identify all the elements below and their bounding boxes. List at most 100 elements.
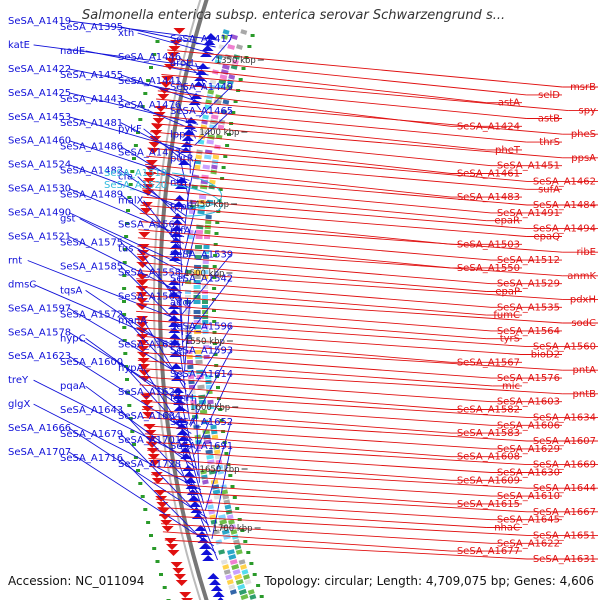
plus-gene-label-connector (167, 49, 563, 88)
minus-gene-label-connector (33, 283, 184, 350)
feature-band-segment (220, 524, 229, 530)
feature-band-segment (190, 404, 198, 410)
plus-gene-label-connector (151, 123, 563, 159)
green-marker (213, 243, 218, 246)
minus-strand-gene (210, 585, 223, 591)
minus-gene-label-connector (204, 421, 232, 511)
green-marker (155, 560, 160, 563)
plus-gene-label: nhaC (494, 523, 520, 534)
minus-gene-label: SeSA_A1565 (118, 291, 181, 302)
green-marker (218, 408, 223, 411)
feature-band-segment (203, 439, 212, 445)
green-marker (233, 100, 238, 103)
green-marker (232, 496, 237, 499)
green-marker (212, 342, 217, 345)
feature-band-segment (234, 544, 242, 550)
minus-gene-label: SeSA_A1422 (8, 64, 71, 75)
minus-gene-label: SeSA_A1652 (170, 417, 233, 428)
minus-gene-label: cfa (118, 172, 133, 183)
plus-gene-label-connector (142, 188, 487, 222)
plus-gene-label: SeSA_A1615 (457, 499, 520, 510)
minus-gene-label: SeSA_A1460 (8, 136, 71, 147)
minus-gene-label: SeSA_A1600 (60, 357, 123, 368)
minus-gene-label: SeSA_A1728 (118, 459, 181, 470)
feature-band-segment (204, 154, 212, 160)
feature-band-segment (237, 583, 246, 591)
minus-gene-label-connector (68, 451, 215, 547)
plus-gene-label-connector (146, 155, 527, 190)
plus-gene-label-connector (148, 139, 452, 174)
green-marker (256, 584, 261, 587)
green-marker (130, 430, 135, 433)
green-marker (225, 144, 230, 147)
kbp-tick-label: 1500 kbp (184, 269, 224, 279)
feature-band-segment (218, 549, 226, 555)
plus-gene-label: astB (538, 114, 560, 125)
feature-band-segment (218, 514, 226, 520)
plus-strand-gene (145, 160, 158, 166)
minus-gene-label: SeSA_A1530 (8, 184, 71, 195)
genome-backbone (158, 0, 209, 600)
plus-gene-label: SeSA_A1634 (533, 412, 596, 423)
plus-gene-label-connector (157, 506, 487, 528)
green-marker (221, 166, 226, 169)
feature-band-segment (207, 89, 215, 95)
plus-strand-gene (175, 580, 188, 586)
plus-gene-label-connector (136, 327, 521, 355)
plus-gene-label-connector (140, 392, 528, 418)
minus-strand-gene (204, 33, 217, 39)
plus-gene-label: pheT (495, 145, 521, 156)
plus-gene-label-connector (137, 245, 563, 277)
minus-gene-label: SeSA_A1473 (118, 148, 181, 159)
feature-band-segment (218, 44, 226, 50)
green-marker (220, 177, 225, 180)
plus-gene-label: ribE (576, 247, 596, 258)
feature-band-segment (225, 574, 233, 580)
green-marker (231, 111, 236, 114)
plus-gene-label-connector (139, 384, 452, 410)
feature-band-segment (214, 144, 221, 150)
minus-gene-label: SeSA_A1578 (8, 327, 71, 338)
feature-band-segment (197, 139, 205, 145)
feature-band-segment (209, 79, 217, 85)
green-marker (122, 339, 127, 342)
plus-gene-label: SeSA_A1451 (497, 161, 560, 172)
minus-strand-gene (207, 573, 220, 579)
plus-strand-gene (179, 592, 192, 598)
minus-strand-gene (187, 495, 200, 501)
green-marker (133, 144, 138, 147)
plus-strand-gene (157, 508, 170, 514)
plus-gene-label: sufA (538, 184, 560, 195)
plus-strand-gene (138, 364, 150, 370)
green-marker (238, 78, 243, 81)
feature-band-segment (210, 114, 219, 120)
plus-gene-label: SeSA_A1583 (457, 428, 520, 439)
plus-gene-label: spy (579, 106, 597, 117)
minus-gene-label: pqaA (60, 381, 86, 392)
minus-gene-label: aroH (170, 58, 194, 69)
minus-gene-label-connector (68, 427, 208, 519)
plus-gene-label-connector (136, 310, 487, 340)
minus-gene-label-connector (120, 409, 203, 498)
minus-strand-gene (169, 249, 182, 255)
plus-gene-label-connector (159, 515, 528, 536)
green-marker (221, 430, 226, 433)
green-marker (217, 397, 221, 400)
minus-gene-label: SeSA_A1441 (118, 76, 181, 87)
minus-strand-gene (217, 597, 224, 600)
plus-gene-label-connector (145, 163, 452, 198)
feature-band-segment (226, 579, 234, 585)
green-marker (162, 586, 167, 589)
plus-gene-label-connector (148, 457, 452, 481)
feature-band-segment (211, 434, 219, 440)
plus-gene-label: selD (538, 90, 560, 101)
plus-gene-label: ppsA (571, 153, 596, 164)
feature-band-segment (216, 464, 224, 470)
green-marker (219, 419, 224, 422)
plus-gene-label-connector (138, 376, 492, 403)
minus-gene-label-connector (120, 266, 183, 329)
feature-band-segment (241, 569, 249, 575)
feature-band-segment (207, 459, 215, 465)
plus-gene-label: SeSA_A1608 (457, 452, 520, 463)
